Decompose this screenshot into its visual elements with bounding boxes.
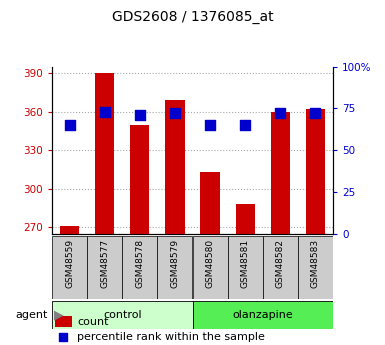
Point (60, 334, 66, 339)
Text: GDS2608 / 1376085_at: GDS2608 / 1376085_at (112, 10, 273, 24)
Text: agent: agent (16, 310, 48, 320)
Bar (298, 236, 333, 299)
Bar (55, 316, 72, 327)
Bar (52, 301, 192, 329)
Bar (157, 236, 192, 299)
Text: GSM48580: GSM48580 (206, 239, 214, 288)
Text: GSM48559: GSM48559 (65, 239, 74, 288)
Text: GSM48579: GSM48579 (171, 239, 179, 288)
Text: GSM48581: GSM48581 (241, 239, 250, 288)
Bar (271, 112, 290, 234)
Point (242, 122, 248, 128)
Text: GSM48582: GSM48582 (276, 239, 285, 288)
Bar (306, 109, 325, 234)
Text: count: count (77, 317, 109, 327)
Bar (60, 226, 79, 234)
Point (172, 111, 178, 116)
Bar (228, 236, 263, 299)
Bar (263, 236, 298, 299)
Text: percentile rank within the sample: percentile rank within the sample (77, 332, 265, 342)
Text: GSM48578: GSM48578 (135, 239, 144, 288)
Bar (192, 236, 228, 299)
Point (137, 112, 143, 118)
Bar (122, 236, 157, 299)
Bar (130, 125, 149, 234)
Text: ▶: ▶ (54, 309, 64, 322)
Bar (165, 100, 184, 234)
Bar (95, 73, 114, 234)
Bar (52, 236, 87, 299)
Point (277, 111, 283, 116)
Point (102, 109, 108, 115)
Bar (192, 301, 333, 329)
Text: control: control (103, 310, 142, 320)
Point (67, 122, 73, 128)
Bar (201, 172, 220, 234)
Point (207, 122, 213, 128)
Bar (87, 236, 122, 299)
Text: GSM48577: GSM48577 (100, 239, 109, 288)
Text: olanzapine: olanzapine (233, 310, 293, 320)
Text: GSM48583: GSM48583 (311, 239, 320, 288)
Bar (236, 204, 255, 234)
Point (312, 111, 318, 116)
